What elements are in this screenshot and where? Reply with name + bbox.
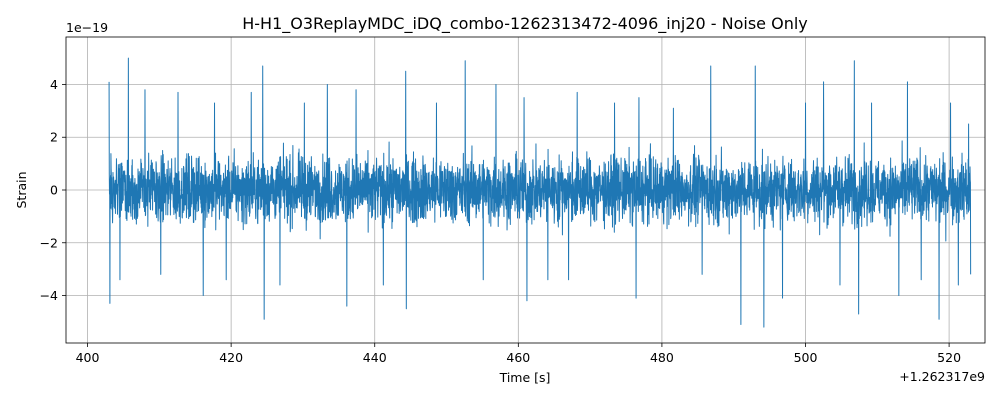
x-tick-label: 500 [794, 350, 818, 365]
x-tick-label: 460 [506, 350, 530, 365]
strain-series-line [108, 57, 972, 328]
y-tick-label: −4 [40, 288, 58, 303]
x-axis-label: Time [s] [499, 370, 551, 385]
y-tick-label: 0 [50, 183, 58, 198]
x-offset-label: +1.262317e9 [899, 369, 985, 384]
y-axis-label: Strain [14, 171, 29, 208]
y-tick-label: −2 [40, 235, 58, 250]
signal-layer [108, 57, 972, 328]
x-tick-label: 520 [937, 350, 961, 365]
y-scale-label: 1e−19 [66, 20, 108, 35]
chart-title: H-H1_O3ReplayMDC_iDQ_combo-1262313472-40… [242, 14, 808, 34]
x-tick-label: 420 [219, 350, 243, 365]
x-tick-label: 400 [76, 350, 100, 365]
y-tick-label: 2 [50, 130, 58, 145]
x-tick-label: 440 [363, 350, 387, 365]
y-tick-label: 4 [50, 77, 58, 92]
x-tick-label: 480 [650, 350, 674, 365]
tick-layer: 400 420 440 460 480 500 520 −4 −2 0 2 4 [40, 77, 962, 365]
